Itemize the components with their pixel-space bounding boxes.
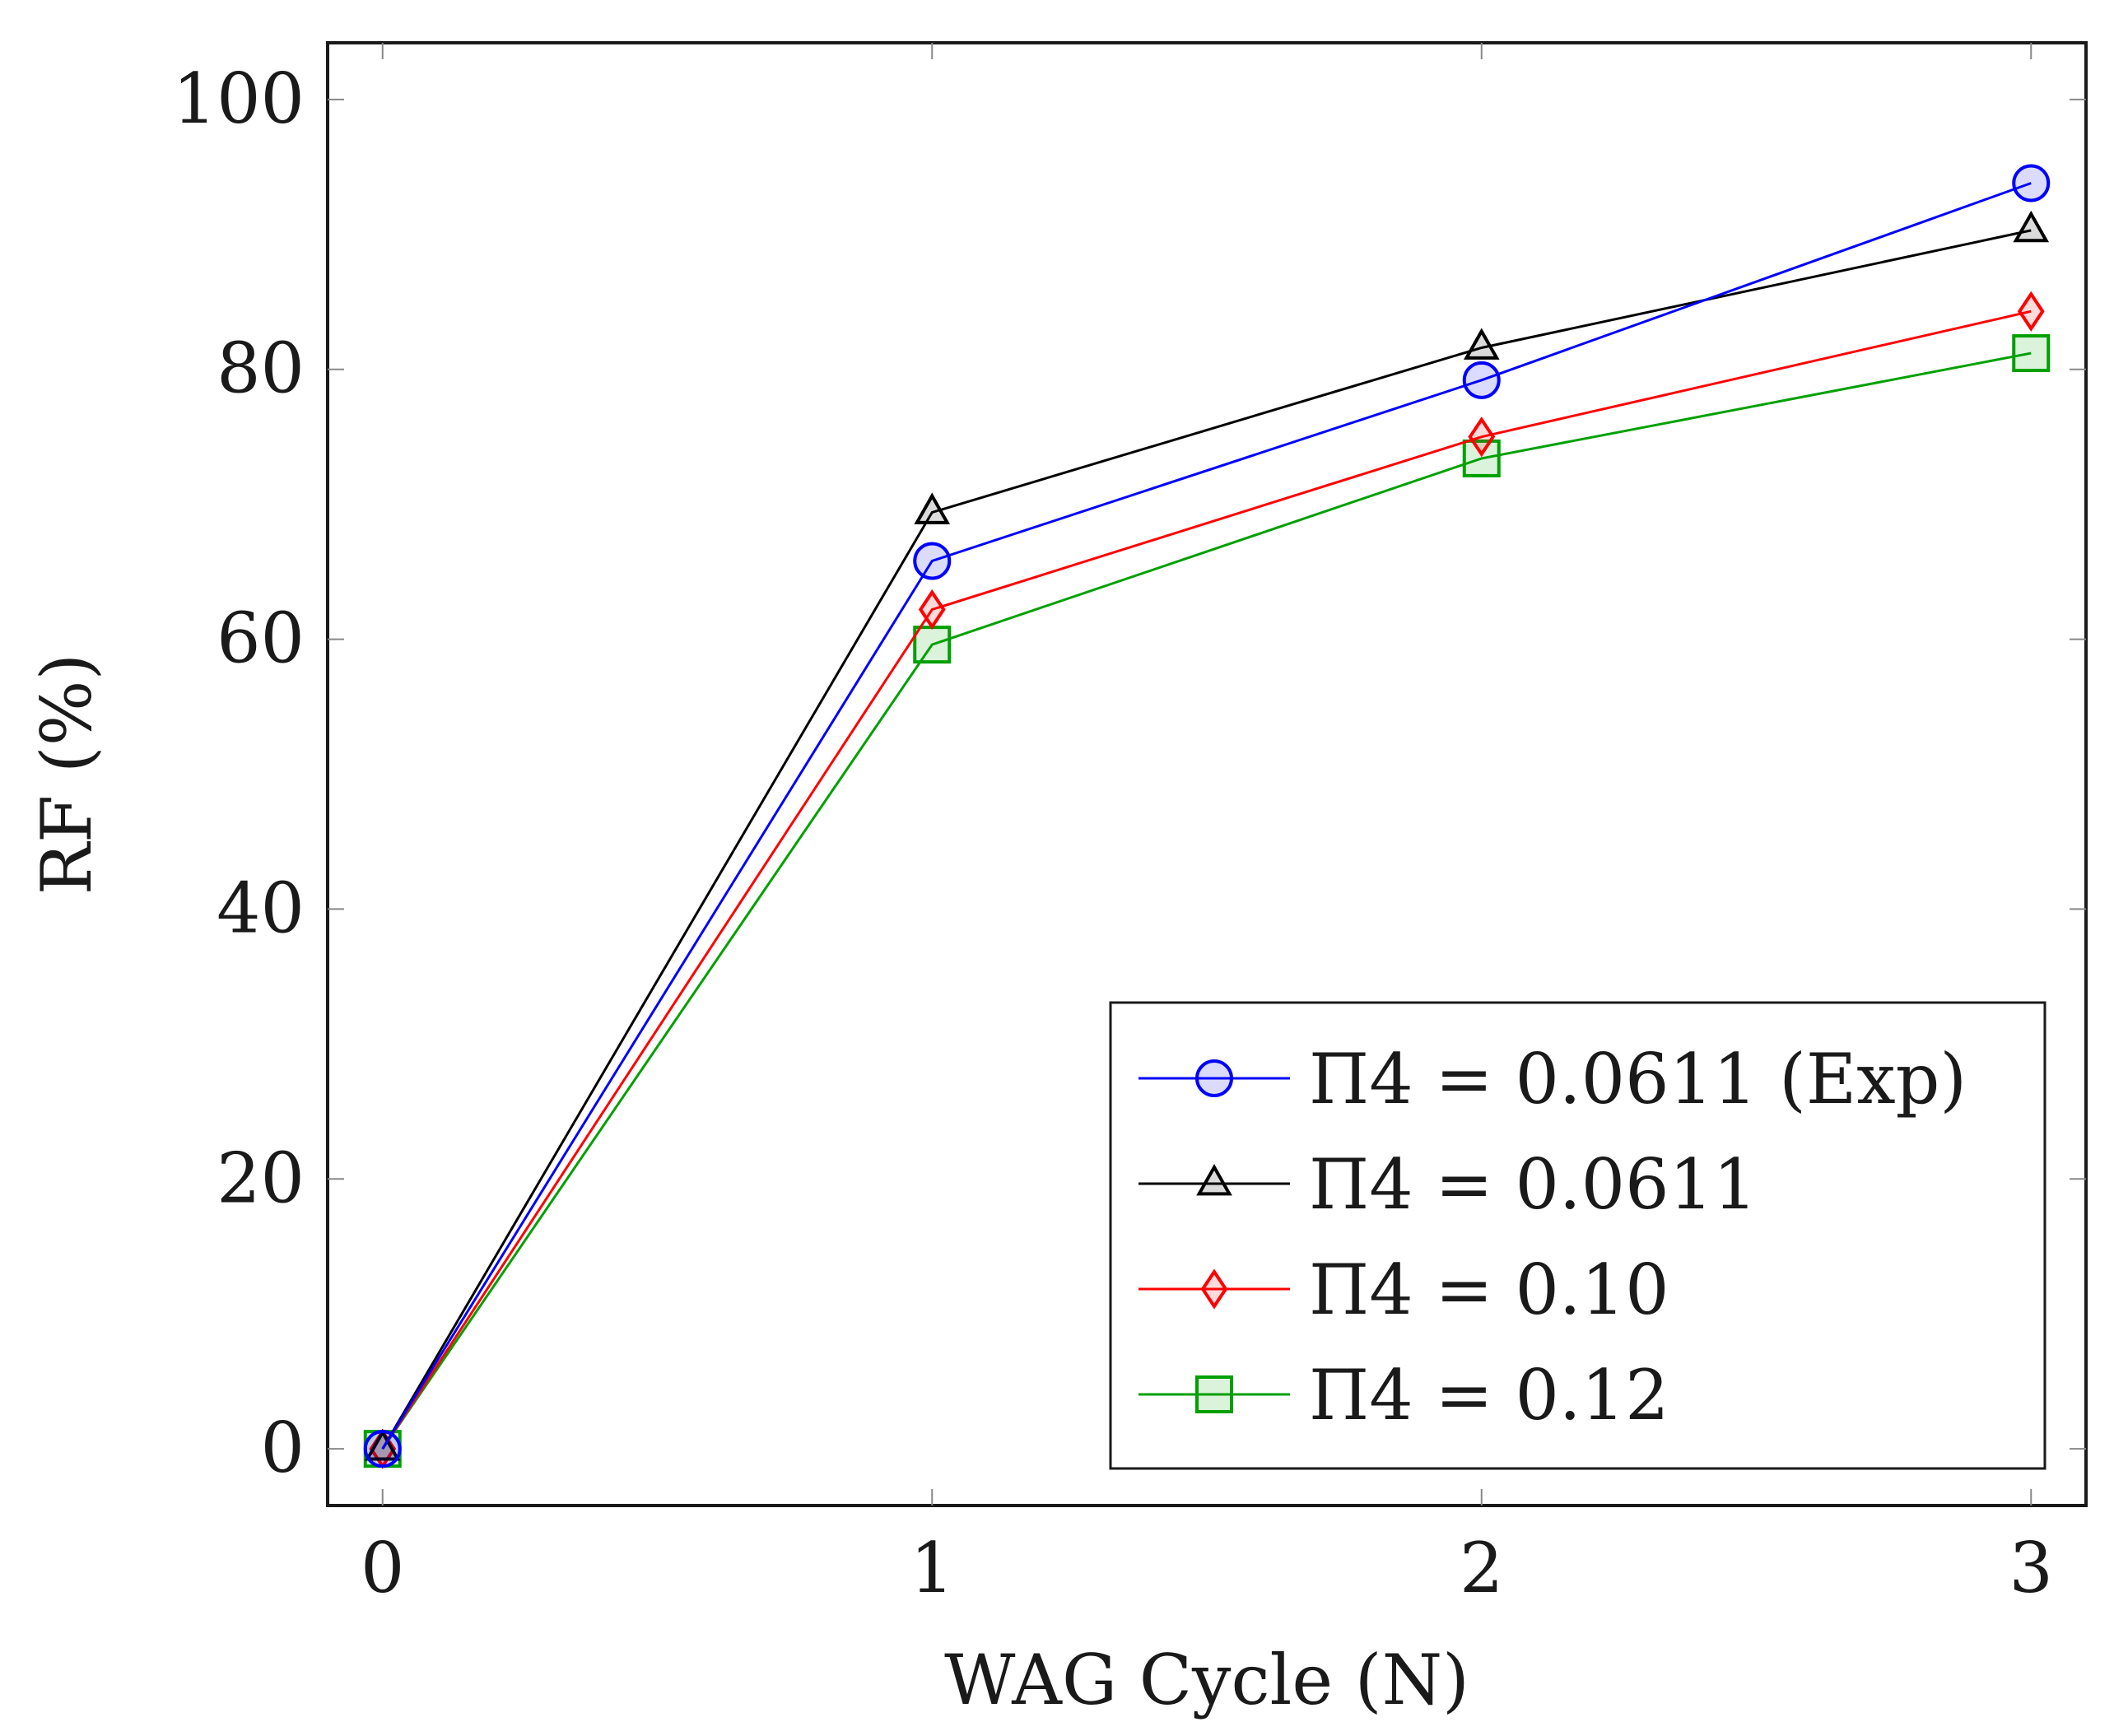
plot-frame	[326, 41, 2088, 1507]
data-point-triangle	[914, 492, 951, 524]
data-point-square	[913, 626, 952, 664]
data-point-triangle	[364, 1429, 401, 1461]
data-point-square	[1462, 439, 1501, 477]
legend: Π4 = 0.0611 (Exp) Π4 = 0.0611 Π4 = 0.10 Π4 …	[1109, 1001, 2046, 1470]
y-tick-label: 60	[217, 598, 305, 679]
y-tick-label: 0	[261, 1408, 305, 1488]
legend-item: Π4 = 0.0611	[1138, 1144, 1757, 1225]
y-axis-label: RF (%)	[26, 654, 107, 896]
data-point-circle	[2012, 164, 2051, 202]
legend-label: Π4 = 0.0611	[1309, 1144, 1757, 1225]
data-point-triangle	[2013, 210, 2050, 243]
legend-marker-diamond	[1200, 1268, 1228, 1310]
y-tick-label: 80	[217, 328, 305, 409]
legend-marker-circle	[1195, 1059, 1233, 1097]
data-point-diamond	[1468, 417, 1496, 458]
legend-marker-square	[1195, 1375, 1233, 1413]
series-layer	[363, 164, 2051, 1469]
data-point-circle	[363, 1430, 402, 1468]
data-point-circle	[1462, 361, 1501, 399]
tick-layer: 0 1 2 3 0 20 40 60 80 100	[173, 43, 2086, 1608]
x-axis-label: WAG Cycle (N)	[944, 1640, 1469, 1720]
legend-item: Π4 = 0.12	[1138, 1355, 1669, 1436]
x-tick-label: 0	[361, 1528, 404, 1608]
x-tick-label: 3	[2009, 1528, 2053, 1608]
y-tick-label: 40	[217, 868, 305, 948]
legend-label: Π4 = 0.0611 (Exp)	[1309, 1039, 1967, 1119]
legend-item: Π4 = 0.0611 (Exp)	[1138, 1039, 1967, 1119]
data-point-diamond	[918, 589, 946, 631]
data-point-circle	[913, 542, 952, 580]
legend-label: Π4 = 0.10	[1309, 1250, 1669, 1330]
x-tick-label: 2	[1460, 1528, 1503, 1608]
legend-box	[1109, 1001, 2046, 1470]
data-point-triangle	[1463, 328, 1500, 360]
series-circle	[363, 164, 2051, 1468]
y-tick-label: 100	[173, 58, 305, 139]
legend-label: Π4 = 0.12	[1309, 1355, 1669, 1436]
legend-item: Π4 = 0.10	[1138, 1250, 1669, 1330]
legend-marker-triangle	[1196, 1163, 1232, 1196]
series-line	[381, 310, 2032, 1450]
data-point-diamond	[2017, 291, 2045, 332]
series-line	[381, 351, 2032, 1450]
series-triangle	[364, 210, 2050, 1461]
series-line	[381, 229, 2032, 1450]
x-tick-label: 1	[910, 1528, 954, 1608]
series-line	[381, 182, 2032, 1450]
y-tick-label: 20	[217, 1138, 305, 1218]
data-point-square	[2012, 334, 2051, 373]
